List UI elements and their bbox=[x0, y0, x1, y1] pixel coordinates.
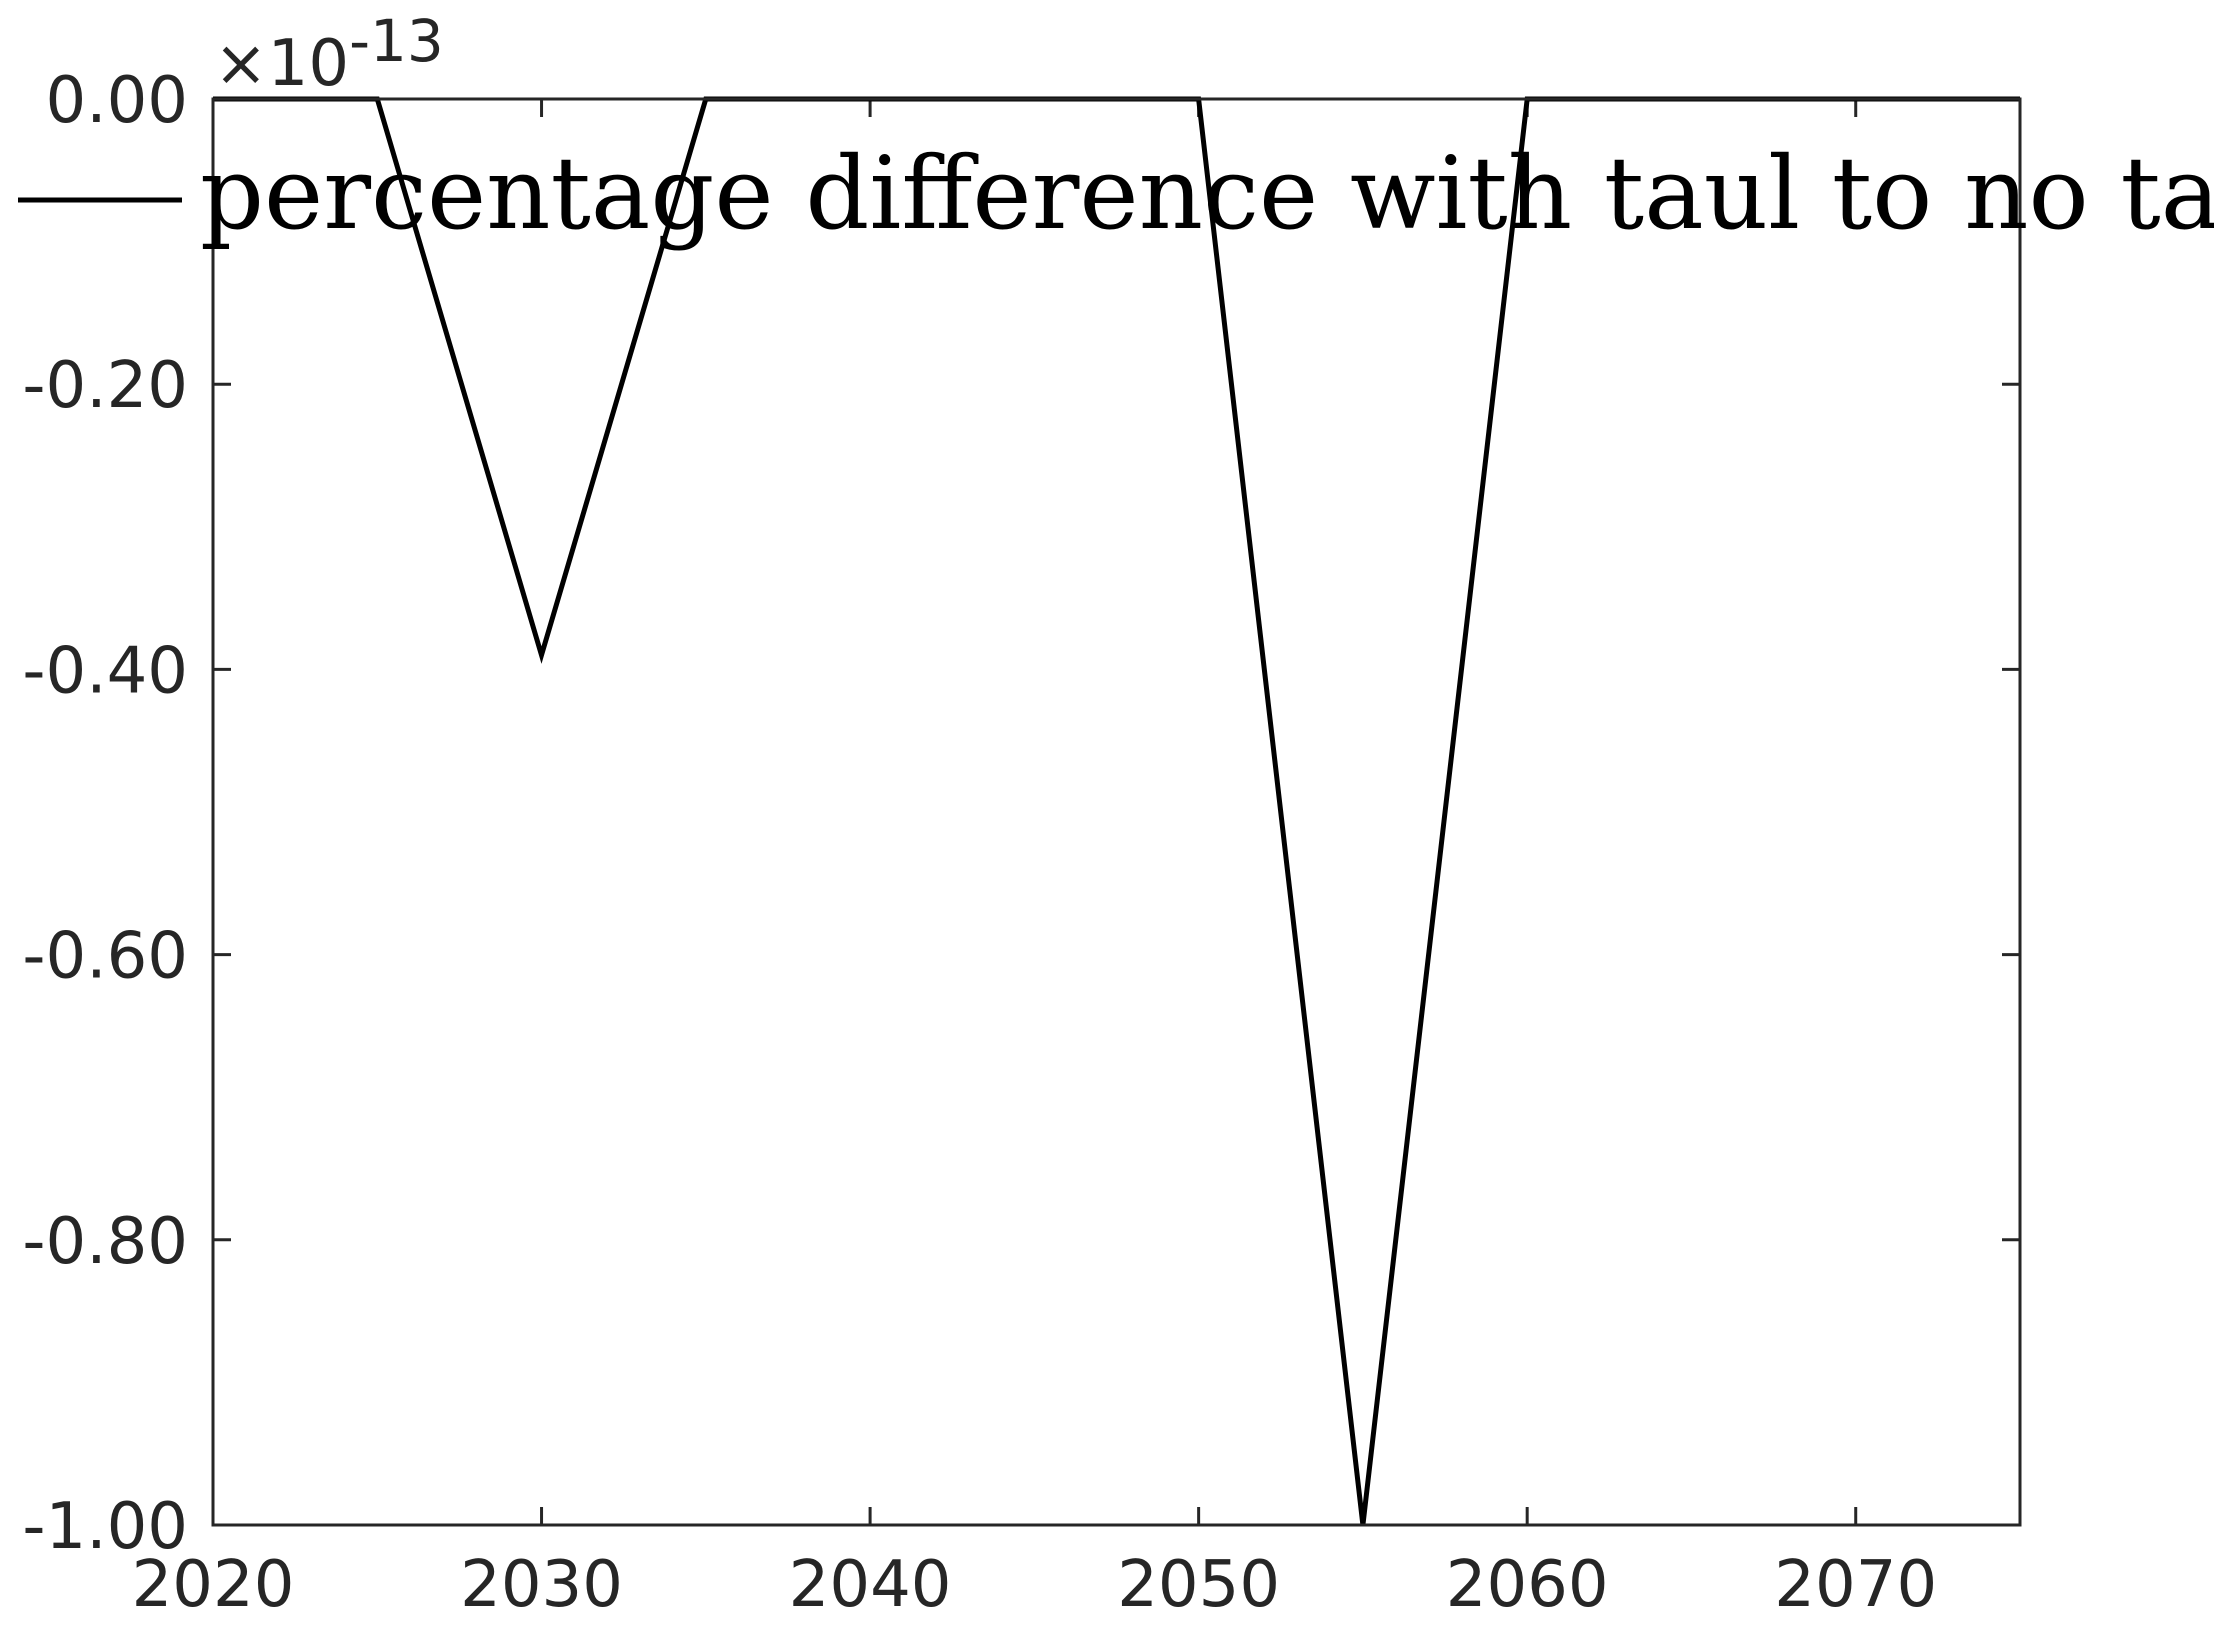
plot-frame bbox=[211, 97, 2022, 1527]
x-tick-label: 2040 bbox=[789, 1548, 952, 1622]
plot-area bbox=[213, 99, 2020, 1525]
legend-label: percentage difference with taul to no ta… bbox=[200, 135, 2214, 252]
tick-labels: 2020 2030 2040 2050 2060 2070 0.00 -0.20 -0.40 -0… bbox=[22, 64, 1937, 1622]
y-tick-label: -0.20 bbox=[22, 349, 188, 423]
x-tick-label: 2060 bbox=[1446, 1548, 1609, 1622]
legend: percentage difference with taul to no ta… bbox=[18, 135, 2214, 252]
x-tick-label: 2050 bbox=[1117, 1548, 1280, 1622]
y-tick-label: 0.00 bbox=[46, 64, 189, 138]
x-tick-label: 2020 bbox=[132, 1548, 295, 1622]
y-exponent-power: -13 bbox=[349, 7, 444, 75]
y-exponent-base: ×10 bbox=[214, 27, 349, 101]
y-exponent-label: ×10-13 bbox=[214, 7, 444, 101]
y-tick-label: -0.60 bbox=[22, 920, 188, 994]
y-tick-label: -1.00 bbox=[22, 1490, 188, 1564]
x-tick-label: 2070 bbox=[1774, 1548, 1937, 1622]
y-tick-label: -0.80 bbox=[22, 1205, 188, 1279]
y-tick-label: -0.40 bbox=[22, 634, 188, 708]
x-tick-label: 2030 bbox=[460, 1548, 623, 1622]
